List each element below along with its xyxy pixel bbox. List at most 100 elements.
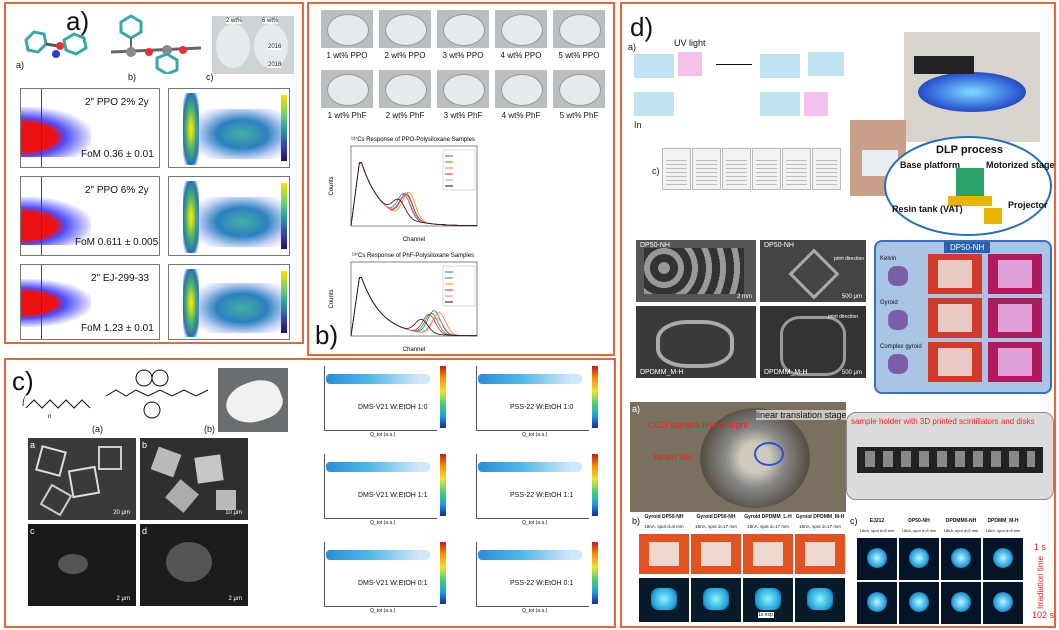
psd-caption-3: DMS-V21 W:EtOH 1:1 <box>358 492 428 499</box>
table-b-photo-2 <box>691 534 741 574</box>
chart-title: ¹³⁷Cs Response of PPO-Polysiloxane Sampl… <box>351 136 475 143</box>
beam-line-label: beam line <box>654 452 694 462</box>
beam-label-a: a) <box>632 404 641 414</box>
film-sample-3 <box>722 148 751 190</box>
sem-b-scale: 10 μm <box>225 510 242 516</box>
psd-plot-3: 2" EJ-299-33 FoM 1.23 ± 0.01 <box>20 264 160 340</box>
lattice-model-2 <box>888 310 908 330</box>
holder-callout: sample holder with 3D printed scintillat… <box>846 412 1054 500</box>
tag-2wt: 2 wt% <box>226 18 243 24</box>
psd-caption-6: PSS-22 W:EtOH 0:1 <box>510 580 574 587</box>
chart-frame <box>350 145 478 227</box>
psd-scatter-2: PSS-22 W:EtOH 1:0 Q_tot (a.u.) <box>466 364 604 442</box>
lattice-name-3: Complex gyroid <box>880 344 922 350</box>
ppo-sample-label-4: 4 wt% PPO <box>500 51 542 60</box>
table-b-header-1: Gyroid DP50-NH <box>644 514 684 520</box>
table-b-header-4: Gyroid DPDMM_M-H <box>795 514 845 520</box>
phf-sample-2 <box>379 70 431 108</box>
psd-band-6 <box>478 550 582 560</box>
phf-sample-label-2: 2 wt% PhF <box>385 111 425 120</box>
holder-label: sample holder with 3D printed scintillat… <box>851 417 1035 426</box>
psd-colorbar-6 <box>592 542 598 604</box>
chart-title: ¹³⁷Cs Response of PhF-Polysiloxane Sampl… <box>352 252 474 259</box>
sample-photo: 2 wt% 6 wt% 2016 2018 <box>212 16 294 74</box>
psd-colorbar-1 <box>440 366 446 428</box>
table-b-header-3: Gyroid DPDMM_L-H <box>744 514 792 520</box>
ppo-sample-label-5: 5 wt% PPO <box>558 51 600 60</box>
time-bottom: 102 s <box>1032 610 1055 620</box>
reaction-scheme: a) UV light In <box>626 34 846 140</box>
panel-a-label: a) <box>66 6 90 36</box>
fom-3: FoM 1.23 ± 0.01 <box>81 323 154 334</box>
psd-xlabel-6: Q_tot (a.u.) <box>522 608 548 614</box>
psd-xlabel-1: Q_tot (a.u.) <box>370 432 396 438</box>
chart-phf-spectra: ¹³⁷Cs Response of PhF-Polysiloxane Sampl… <box>329 252 478 353</box>
chart-frame <box>350 261 478 337</box>
psd-band-4 <box>478 462 582 472</box>
mol-label-a: a) <box>16 60 25 70</box>
sem-a-scale: 20 μm <box>113 510 130 516</box>
table-c-glow-1-1 <box>857 538 897 580</box>
table-c-sub-2: 18nA, spot d=8 mm <box>901 528 937 533</box>
sem-dp50-1: DP50-NH 2 mm <box>636 240 756 302</box>
sem-c-letter: c <box>30 526 35 536</box>
table-c-glow-4-1 <box>983 538 1023 580</box>
phf-sample-1 <box>321 70 373 108</box>
print-direction-1: print direction <box>833 256 864 262</box>
dlp-diagram: DLP process Base platform Motorized stag… <box>884 136 1055 236</box>
chart-ppo-spectra: ¹³⁷Cs Response of PPO-Polysiloxane Sampl… <box>329 136 478 243</box>
psd-colorbar-2 <box>592 366 598 428</box>
sem-image-d: d 2 μm <box>140 524 248 606</box>
table-b-glow-3 <box>743 578 793 622</box>
table-c-header-1: EJ212 <box>869 518 885 524</box>
sem-dp50-1-scale: 2 mm <box>737 294 752 300</box>
initiator-label: In <box>634 120 642 130</box>
table-c-glow-1-2 <box>857 582 897 624</box>
structure-dms-v21: ⎛ n <box>22 396 91 420</box>
psd-scatter-1: DMS-V21 W:EtOH 1:0 Q_tot (a.u.) <box>314 364 452 442</box>
chart-legend <box>442 265 476 307</box>
table-b-sub-1: 18nA, spot d=8 mm <box>644 524 684 529</box>
panel-b: 1 wt% PPO 2 wt% PPO 3 wt% PPO 4 wt% PPO 5 wt… <box>307 2 615 356</box>
print-direction-2: print direction <box>827 314 858 320</box>
sem-dpdmm-2: print direction DPDMM_M-H 500 μm <box>760 306 866 378</box>
dlp-base-platform: Base platform <box>900 160 961 170</box>
film-sample-6 <box>812 148 841 190</box>
ppo-sample-5 <box>553 10 605 48</box>
table-c-sub-4: 18nA, spot d=8 mm <box>985 528 1021 533</box>
ppo-sample-2 <box>379 10 431 48</box>
struct-label-a: (a) <box>92 424 103 434</box>
struct-label-b: (b) <box>204 424 215 434</box>
sem-image-b: b 10 μm <box>140 438 248 520</box>
tag-2018: 2018 <box>268 62 282 68</box>
uv-light-label: UV light <box>674 38 706 48</box>
tag-6wt: 6 wt% <box>262 18 279 24</box>
psd-band-1 <box>326 374 430 384</box>
sem-dp50-2: DP50-NH print direction 500 μm <box>760 240 866 302</box>
lattice-panel: DP50-NH Kelvin Gyroid Complex gyroid <box>874 240 1052 394</box>
lattice-model-1 <box>888 266 908 286</box>
beamline-photo: a) CCD camera line of sight linear trans… <box>630 402 846 512</box>
stage-label: linear translation stage <box>756 410 846 420</box>
film-sample-2 <box>692 148 721 190</box>
sem-c-scale: 2 μm <box>116 596 130 602</box>
lattice-header: DP50-NH <box>944 242 991 253</box>
dlp-projector: Projector <box>1008 200 1048 210</box>
psd-xlabel-5: Q_tot (a.u.) <box>370 608 396 614</box>
psd-colorbar-5 <box>440 542 446 604</box>
film-sample-4 <box>752 148 781 190</box>
fom-2: FoM 0.611 ± 0.005 <box>75 237 159 248</box>
lattice-name-2: Gyroid <box>880 300 898 306</box>
table-b-glow-1 <box>639 578 689 622</box>
scheme-label-a: a) <box>628 42 637 52</box>
sem-d-letter: d <box>142 526 148 536</box>
table-c-header-2: DP50-NH <box>908 518 930 524</box>
psd-title-1: 2" PPO 2% 2y <box>85 97 149 108</box>
colorbar-2 <box>281 183 287 249</box>
table-b-header-2: Gyroid DP50-NH <box>696 514 736 520</box>
shell-photo <box>218 368 288 432</box>
phf-sample-4 <box>495 70 547 108</box>
psd-band-5 <box>326 550 430 560</box>
table-b-photo-4 <box>795 534 845 574</box>
table-c-glow-2-1 <box>899 538 939 580</box>
